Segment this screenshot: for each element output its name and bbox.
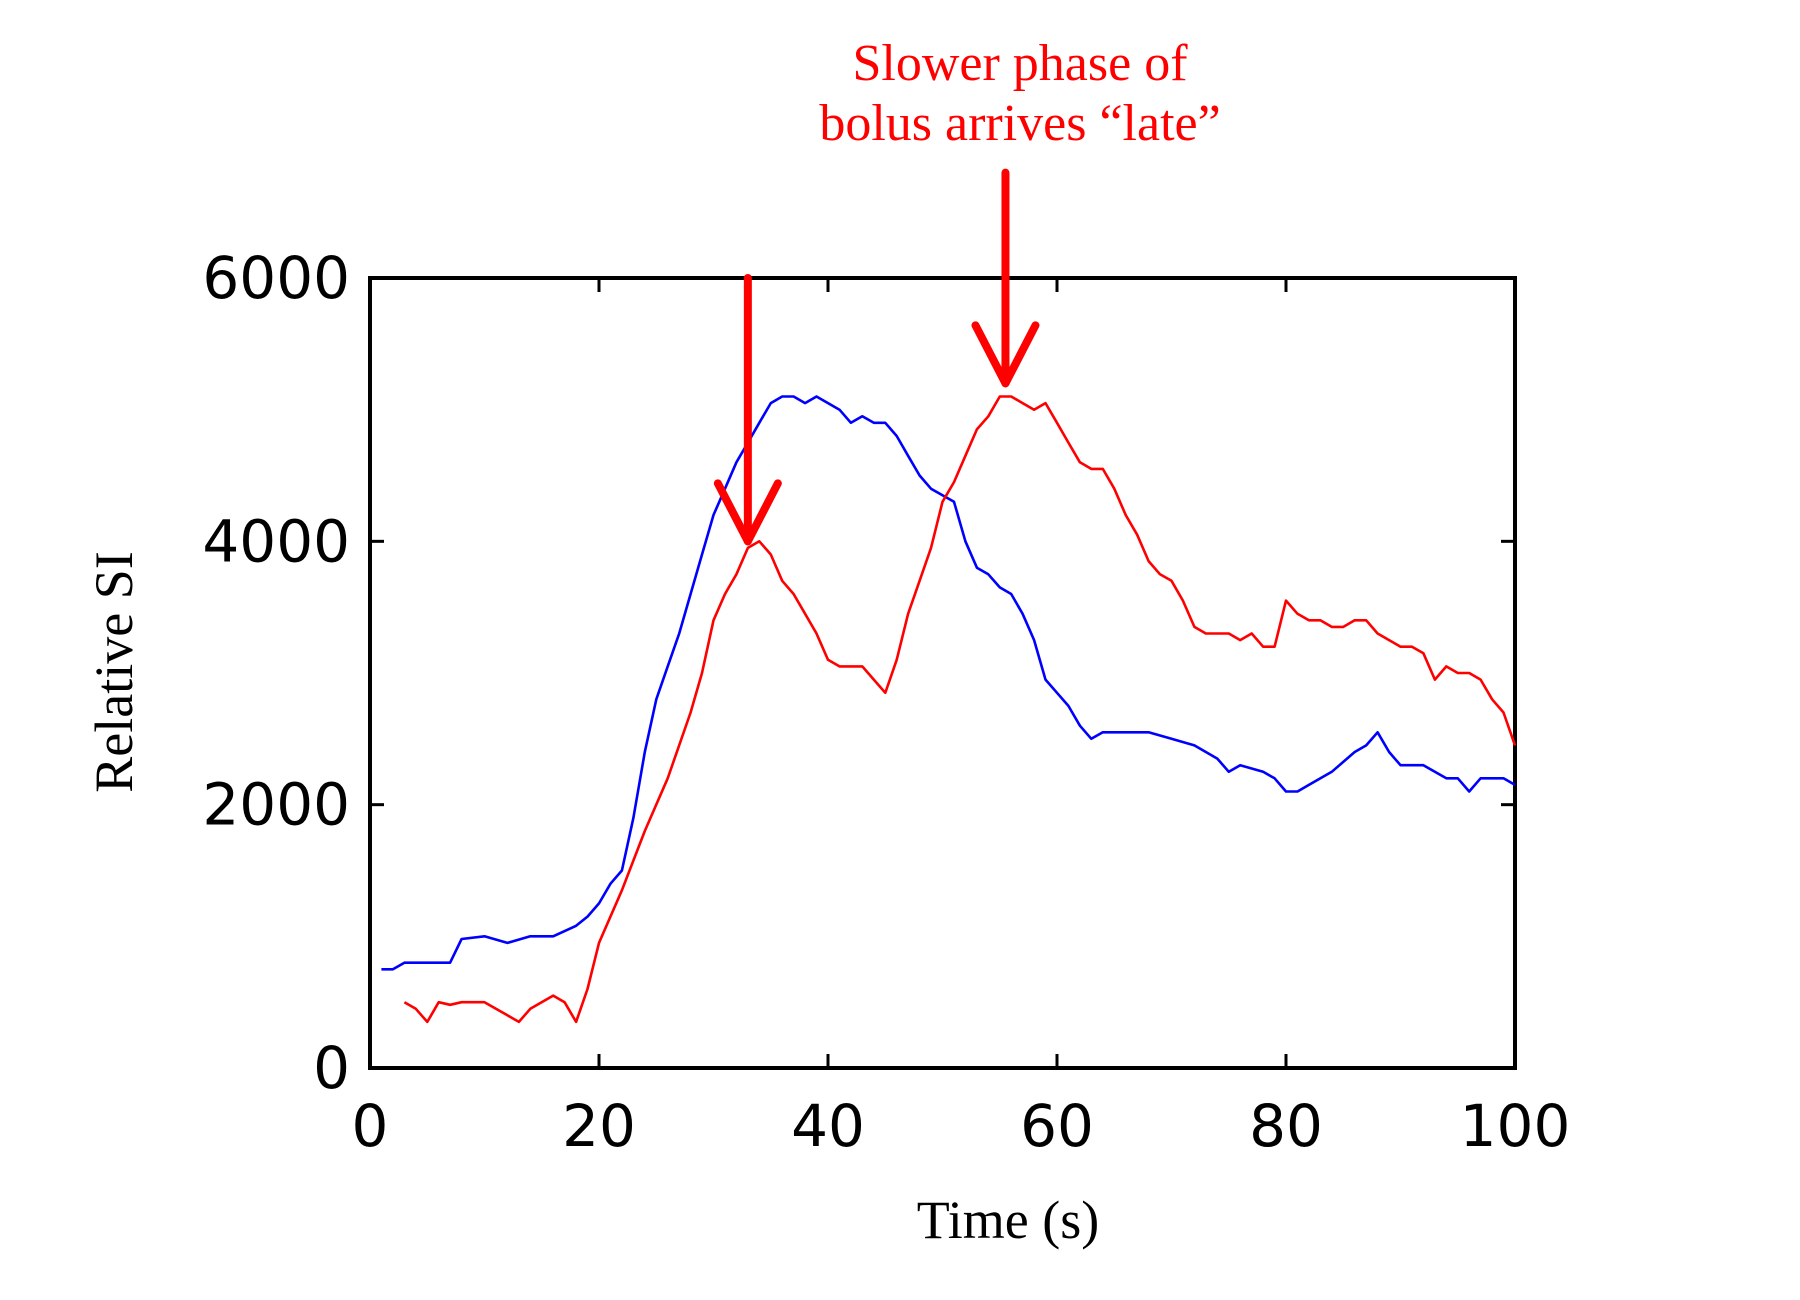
x-tick-label: 40 xyxy=(791,1092,865,1160)
arrow-head xyxy=(971,321,1040,388)
x-tick-label: 60 xyxy=(1020,1092,1094,1160)
annotation-line-2: bolus arrives “late” xyxy=(819,95,1220,152)
series-line-blue xyxy=(381,395,1516,971)
x-tick-label: 80 xyxy=(1249,1092,1323,1160)
axis-ticks: 0 20 40 60 80 100 0 2000 4000 6000 xyxy=(202,244,1570,1160)
arrow-head xyxy=(713,479,782,546)
annotation-line-1: Slower phase of xyxy=(852,35,1188,92)
x-tick-label: 0 xyxy=(352,1092,389,1160)
y-axis-title: Relative SI xyxy=(84,551,144,792)
plot-frame xyxy=(368,276,1517,1070)
x-tick-label: 100 xyxy=(1460,1092,1571,1160)
series-line-red xyxy=(403,395,1517,1024)
x-axis-title: Time (s) xyxy=(917,1190,1100,1250)
series-layer xyxy=(381,395,1517,1024)
annotation-arrows xyxy=(713,168,1040,546)
y-tick-label: 2000 xyxy=(202,771,350,839)
y-tick-label: 4000 xyxy=(202,507,350,575)
annotation-arrow-1 xyxy=(713,274,782,546)
y-tick-label: 0 xyxy=(313,1034,350,1102)
x-tick-label: 20 xyxy=(562,1092,636,1160)
annotation-arrow-2 xyxy=(971,168,1040,388)
y-tick-label: 6000 xyxy=(202,244,350,312)
